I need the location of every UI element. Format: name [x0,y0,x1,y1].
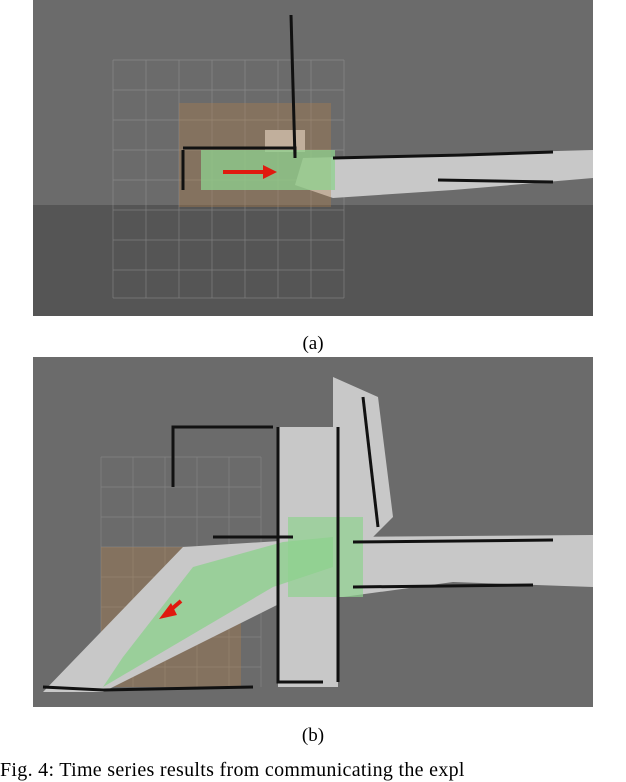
grid [112,59,345,299]
panel-label-a: (a) [302,333,324,354]
obstacles [181,14,554,190]
panel-label-b: (b) [301,725,325,746]
map-panel-a [33,0,593,316]
obstacles [42,396,554,692]
background-lower [33,205,593,316]
figure-caption: Fig. 4: Time series results from communi… [0,759,465,781]
free-space-corridor [333,535,593,597]
map-panel-b [33,357,593,707]
map-image-a [33,0,593,316]
robot-arrow [159,599,183,619]
free-space-upper [333,377,393,547]
free-space-corridor [295,150,593,198]
explored-center [288,517,363,597]
map-image-b [33,357,593,707]
explored-diagonal [103,537,333,687]
robot-arrow [223,165,277,179]
